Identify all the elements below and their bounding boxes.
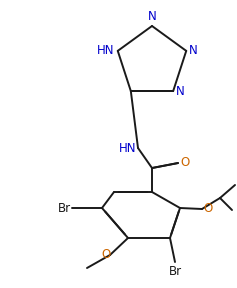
Text: N: N (148, 10, 156, 23)
Text: O: O (203, 202, 212, 215)
Text: Br: Br (58, 202, 71, 215)
Text: Br: Br (169, 265, 182, 278)
Text: O: O (180, 156, 189, 168)
Text: HN: HN (97, 44, 115, 57)
Text: O: O (102, 249, 111, 262)
Text: N: N (189, 44, 198, 57)
Text: N: N (176, 85, 185, 98)
Text: HN: HN (118, 141, 136, 154)
